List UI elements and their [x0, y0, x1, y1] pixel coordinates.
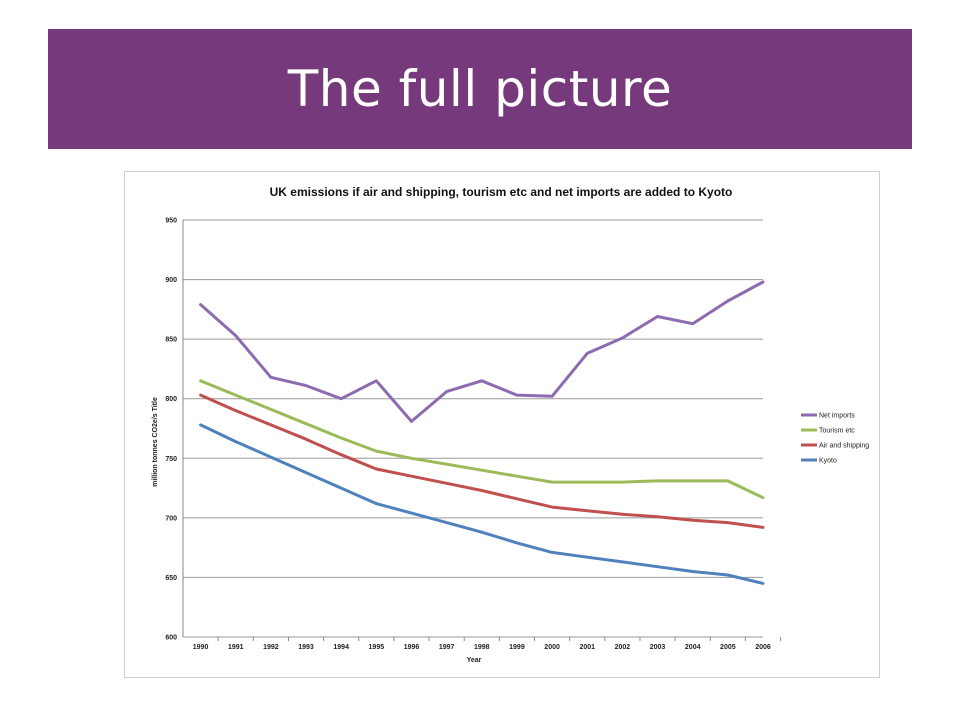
y-tick-label: 700: [165, 515, 177, 522]
y-tick-label: 850: [165, 337, 177, 344]
x-axis-title: Year: [467, 657, 482, 664]
y-axis-title: million tonnes CO2e/s Title: [152, 397, 159, 487]
line-chart: UK emissions if air and shipping, touris…: [152, 185, 869, 664]
y-tick-label: 800: [165, 396, 177, 403]
chart-title: UK emissions if air and shipping, touris…: [270, 185, 733, 199]
x-tick-label: 2005: [720, 644, 736, 651]
x-tick-label: 1993: [298, 644, 314, 651]
legend-label: Tourism etc: [819, 428, 855, 435]
series-lines: [199, 280, 765, 585]
legend-label: Kyoto: [819, 458, 837, 465]
y-tick-label: 600: [165, 635, 177, 642]
y-tick-label: 650: [165, 575, 177, 582]
y-tick-label: 750: [165, 456, 177, 463]
x-tick-label: 1992: [263, 644, 279, 651]
x-tick-label: 1999: [509, 644, 525, 651]
y-tick-label: 900: [165, 277, 177, 284]
series-line-tourism-etc: [199, 379, 765, 500]
x-tick-label: 2002: [615, 644, 631, 651]
series-line-kyoto: [199, 423, 765, 585]
series-line-net-imports: [199, 280, 765, 423]
legend-label: Net imports: [819, 413, 855, 420]
x-tick-label: 1994: [333, 644, 349, 651]
series-line-air-and-shipping: [199, 393, 765, 529]
gridlines: [182, 219, 763, 638]
x-tick-label: 1998: [474, 644, 490, 651]
x-tick-label: 2001: [579, 644, 595, 651]
x-axis-ticks: 1990 1991 1992 1993 1994 1995 1996 1997 1998 1999…: [193, 637, 782, 651]
x-tick-label: 1995: [369, 644, 385, 651]
y-tick-label: 950: [165, 218, 177, 225]
x-tick-label: 1990: [193, 644, 209, 651]
x-tick-label: 2004: [685, 644, 701, 651]
slide-title: The full picture: [287, 60, 673, 118]
title-banner: The full picture: [48, 29, 912, 149]
x-tick-label: 1991: [228, 644, 244, 651]
legend-label: Air and shipping: [819, 443, 869, 450]
x-tick-label: 2006: [755, 644, 771, 651]
chart-frame: UK emissions if air and shipping, touris…: [124, 171, 880, 678]
legend: Net imports Tourism etc Air and shipping Ky…: [801, 413, 869, 465]
y-axis-ticks: 600 650 700 750 800 850 900 950: [165, 218, 177, 642]
x-tick-label: 2000: [544, 644, 560, 651]
x-tick-label: 1996: [404, 644, 420, 651]
x-tick-label: 2003: [650, 644, 666, 651]
x-tick-label: 1997: [439, 644, 455, 651]
